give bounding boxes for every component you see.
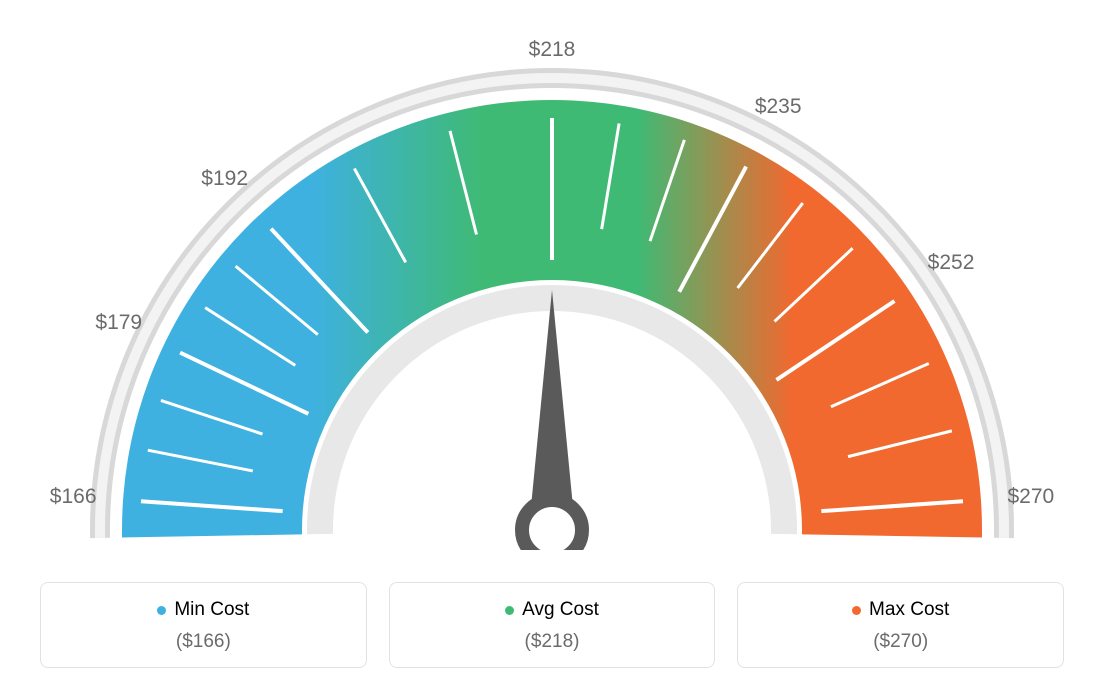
legend-row: Min Cost ($166) Avg Cost ($218) Max Cost… — [40, 582, 1064, 668]
legend-card-avg: Avg Cost ($218) — [389, 582, 716, 668]
gauge-tick-label: $270 — [1007, 485, 1054, 509]
gauge-svg — [52, 30, 1052, 550]
gauge-tick-label: $252 — [928, 251, 975, 275]
gauge-tick-label: $166 — [50, 485, 97, 509]
legend-card-max: Max Cost ($270) — [737, 582, 1064, 668]
legend-card-min: Min Cost ($166) — [40, 582, 367, 668]
legend-title-avg: Avg Cost — [522, 599, 599, 621]
legend-dot-min — [157, 606, 166, 615]
legend-title-min: Min Cost — [174, 599, 249, 621]
legend-title-max: Max Cost — [869, 599, 949, 621]
gauge-tick-label: $192 — [201, 167, 248, 191]
gauge-tick-label: $235 — [755, 95, 802, 119]
legend-value-avg: ($218) — [390, 631, 715, 653]
gauge-tick-label: $179 — [95, 311, 142, 335]
gauge-chart: $166 $179 $192 $218 $235 $252 $270 — [0, 0, 1104, 560]
legend-value-min: ($166) — [41, 631, 366, 653]
legend-dot-avg — [505, 606, 514, 615]
legend-dot-max — [852, 606, 861, 615]
gauge-tick-label: $218 — [529, 38, 576, 62]
legend-value-max: ($270) — [738, 631, 1063, 653]
